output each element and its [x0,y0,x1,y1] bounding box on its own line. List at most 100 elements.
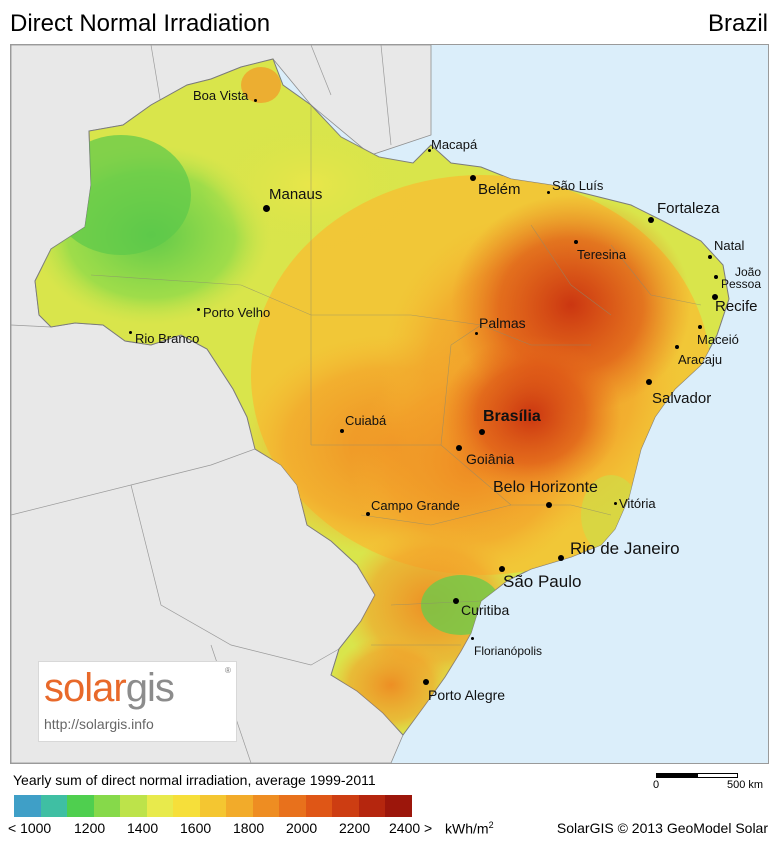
city-dot-porto-alegre [423,679,429,685]
city-label-vitoria: Vitória [619,496,656,511]
city-label-salvador: Salvador [652,390,712,407]
scale-segment-black [656,773,697,778]
city-label-macapa: Macapá [431,137,478,152]
irradiation-field [35,67,711,735]
legend-label-2000: 2000 [286,820,318,836]
city-dot-natal [708,255,712,259]
city-dot-sao-paulo [499,566,505,572]
city-label-porto-alegre: Porto Alegre [428,687,506,703]
legend-unit: kWh/m2 [445,820,494,837]
city-label-fortaleza: Fortaleza [657,200,720,217]
city-dot-vitoria [614,502,617,505]
logo-wordmark: solargis [44,664,175,712]
logo-url[interactable]: http://solargis.info [44,716,154,732]
legend-label-1800: 1800 [233,820,265,836]
city-label-cuiaba: Cuiabá [345,413,387,428]
city-label-campo-grande: Campo Grande [371,498,460,513]
city-label-aracaju: Aracaju [678,352,723,367]
city-label-belo-horizonte: Belo Horizonte [493,479,598,496]
legend-swatch-13 [358,795,385,817]
city-label-sao-paulo: São Paulo [503,572,582,591]
scale-bar [656,773,738,778]
city-label-florianopolis: Florianópolis [474,644,543,658]
city-dot-sao-luis [547,191,550,194]
map-title: Direct Normal Irradiation [10,10,271,37]
legend-swatch-0 [14,795,41,817]
city-label-rio-branco: Rio Branco [135,331,200,346]
legend-swatch-14 [385,795,412,817]
legend-swatch-5 [146,795,173,817]
legend-swatch-1 [40,795,67,817]
legend-swatch-4 [120,795,147,817]
city-dot-joao-pessoa [714,275,718,279]
city-dot-rio-de-janeiro [558,555,564,561]
state-borders [90,105,702,646]
city-dot-recife [712,294,718,300]
city-dot-belo-horizonte [546,502,552,508]
city-dot-maceio [698,325,702,329]
scale-segment-white [697,773,738,778]
city-dot-cuiaba [340,429,344,433]
legend-swatch-7 [199,795,226,817]
city-dot-curitiba [453,598,459,604]
city-label-goiania: Goiânia [466,451,515,467]
city-dot-rio-branco [129,331,132,334]
city-label-porto-velho: Porto Velho [203,305,271,320]
map-svg [11,45,730,763]
legend-label-1400: 1400 [127,820,159,836]
legend-unit-text: kWh/m [445,820,489,837]
city-dot-porto-velho [197,308,200,311]
scale-label-end: 500 km [727,779,764,791]
city-dot-florianopolis [471,637,474,640]
city-label-natal: Natal [714,238,745,253]
solargis-logo[interactable]: solargis ® http://solargis.info [38,661,237,742]
legend-label-2400-plus: 2400 > [389,820,433,836]
city-dot-goiania [456,445,462,451]
city-label-brasilia: Brasília [483,408,541,425]
legend-label-1600: 1600 [180,820,212,836]
country-label: Brazil [707,10,768,37]
legend-unit-sup: 2 [488,820,494,830]
city-label-teresina: Teresina [577,247,627,262]
legend-colorbar [14,795,412,817]
city-dot-belem [470,175,476,181]
legend-label-lt1000: < 1000 [8,820,52,836]
city-dot-palmas [475,332,478,335]
legend-swatch-10 [279,795,306,817]
city-dot-teresina [574,240,578,244]
credit-text: SolarGIS © 2013 GeoModel Solar [556,820,768,836]
logo-solar-text: solar [44,666,127,710]
city-label-rio-de-janeiro: Rio de Janeiro [570,539,680,558]
legend-swatch-2 [67,795,94,817]
logo-gis-text: gis [125,666,175,710]
legend-swatch-3 [93,795,120,817]
legend-swatch-11 [305,795,332,817]
scale-label-zero: 0 [653,779,660,791]
city-dot-manaus [263,205,270,212]
registered-mark: ® [225,666,231,675]
city-dot-salvador [646,379,652,385]
city-label-sao-luis: São Luís [552,178,604,193]
city-dot-macapa [428,149,431,152]
city-label-recife: Recife [715,298,758,315]
city-dot-boa-vista [254,99,257,102]
legend-title: Yearly sum of direct normal irradiation,… [13,772,376,788]
legend-label-1200: 1200 [74,820,106,836]
city-label-curitiba: Curitiba [461,602,510,618]
legend-swatch-6 [173,795,200,817]
legend-swatch-9 [252,795,279,817]
city-label-belem: Belém [478,181,521,198]
city-dot-brasilia [479,429,485,435]
city-dot-fortaleza [648,217,654,223]
city-label-manaus: Manaus [269,186,323,203]
legend-swatch-8 [226,795,253,817]
city-label-boa-vista: Boa Vista [193,88,249,103]
city-dot-campo-grande [366,512,370,516]
city-label-joao-pessoa: João Pessoa [720,265,761,291]
legend-label-2200: 2200 [339,820,371,836]
city-label-maceio: Maceió [697,332,739,347]
legend-swatch-12 [332,795,359,817]
city-label-palmas: Palmas [479,315,526,331]
city-dot-aracaju [675,345,679,349]
map-frame[interactable]: Boa Vista Macapá Manaus Belém São Luís F… [10,44,769,764]
